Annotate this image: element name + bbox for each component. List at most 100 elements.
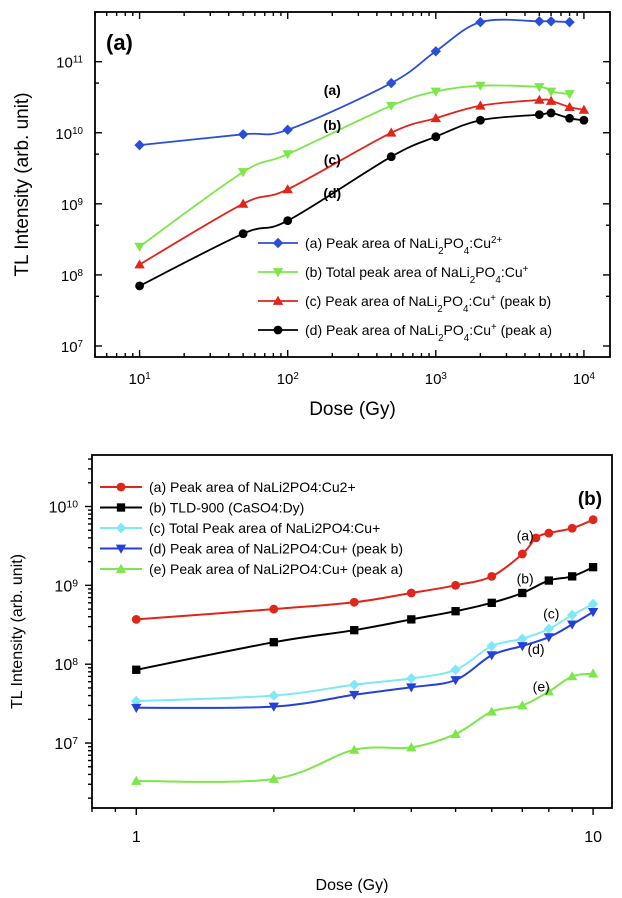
data-point [545,87,557,97]
data-point [272,237,284,249]
curve-label: (e) [533,679,550,695]
tick-label-exponent: 4 [590,371,596,382]
data-point [534,83,545,93]
data-point [272,268,284,278]
data-point [268,773,279,783]
y-tick-label: 1010 [55,125,83,143]
legend-label: (c) Peak area of NaLi2PO4:Cu+ (peak b) [305,293,551,315]
data-point [406,673,417,684]
data-point [134,139,145,151]
text-part: :Cu [501,264,523,280]
series-line [139,98,585,266]
data-point [544,576,553,585]
series-1 [134,81,575,252]
tick-label-exponent: 7 [72,736,78,747]
data-point [273,325,283,335]
text-part: PO [444,322,464,338]
data-point [269,604,279,614]
series-0 [134,16,575,151]
data-point [566,620,578,630]
tick-label-exponent: 9 [72,578,78,589]
text-part: (a) Peak area of NaLi [305,235,438,251]
y-tick-label: 107 [54,736,78,754]
tick-label-base: 1 [132,829,141,846]
data-point [115,563,127,573]
tick-label-exponent: 7 [78,338,83,349]
text-part: 2 [438,246,443,257]
tick-label-base: 10 [56,55,73,72]
data-point [131,614,141,624]
data-point [564,90,575,100]
data-point [487,571,497,581]
text-part: (c) Peak area of NaLi [305,293,437,309]
plot-frame [91,454,613,809]
data-point [237,129,249,140]
data-point [534,16,545,27]
data-point [430,87,442,97]
data-point [545,16,557,27]
tick-label-base: 10 [129,371,146,388]
data-point [116,503,126,512]
legend-label: (a) Peak area of NaLi2PO4:Cu2+ [149,479,356,495]
data-point [268,702,279,712]
text-part: (b) Total peak area of NaLi [305,264,470,280]
series-line [139,18,570,146]
data-point [451,607,460,616]
plot-frame [94,11,611,358]
data-point [534,110,544,120]
curve-label: (b) [323,117,341,133]
data-point [406,588,416,598]
data-point [268,690,279,701]
text-part: 4 [464,246,470,257]
x-tick-label: 10 [584,829,602,846]
tick-label-base: 10 [55,126,72,143]
curve-label: (d) [323,185,341,201]
data-point [135,281,145,291]
data-point [531,533,541,543]
y-tick-label: 107 [61,338,83,356]
data-point [543,633,555,643]
data-point [517,700,528,710]
data-point [430,113,442,123]
series-line [136,603,594,703]
text-part: :Cu [469,235,491,251]
data-point [568,572,577,581]
tick-label-exponent: 3 [441,371,447,382]
text-part: PO [475,264,495,280]
text-part: :Cu [468,293,490,309]
data-point [544,528,554,538]
tick-label-exponent: 2 [293,371,298,382]
text-part: 2+ [491,235,502,246]
tick-label-exponent: 9 [78,196,83,207]
tick-label-base: 10 [61,268,78,285]
data-point [272,295,284,305]
data-point [451,580,460,590]
data-point [115,522,127,534]
x-tick-label: 102 [277,371,299,389]
tick-label-base: 10 [54,657,72,674]
legend-label: (b) Total peak area of NaLi2PO4:Cu+ [305,264,529,286]
series-line [136,566,594,671]
tick-label-exponent: 10 [66,499,78,510]
data-point [475,100,486,110]
data-point [588,515,598,525]
data-point [349,690,360,700]
y-tick-label: 108 [54,657,78,675]
x-tick-label: 101 [129,371,151,389]
data-point [450,664,461,675]
legend-label: (b) TLD-900 (CaSO4:Dy) [149,500,304,516]
data-point [131,775,142,785]
data-point [282,150,293,160]
data-point [579,115,589,125]
x-tick-label: 1 [132,829,141,846]
y-tick-label: 1010 [49,499,79,517]
text-part: PO [444,235,464,251]
data-point [543,686,555,696]
data-point [517,633,528,644]
data-point [546,108,556,118]
legend: (a) Peak area of NaLi2PO4:Cu2+(b) Total … [258,235,552,344]
text-part: + [490,293,496,304]
tick-label-exponent: 1 [145,371,150,382]
